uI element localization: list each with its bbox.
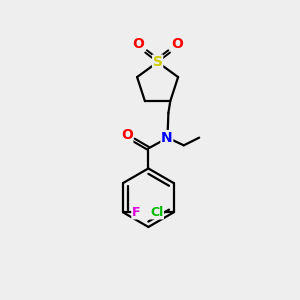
Text: N: N (161, 130, 173, 145)
Text: O: O (171, 37, 183, 51)
Text: O: O (132, 37, 144, 51)
Text: F: F (132, 206, 140, 219)
Text: Cl: Cl (150, 206, 164, 219)
Text: S: S (153, 55, 163, 69)
Text: O: O (121, 128, 133, 142)
